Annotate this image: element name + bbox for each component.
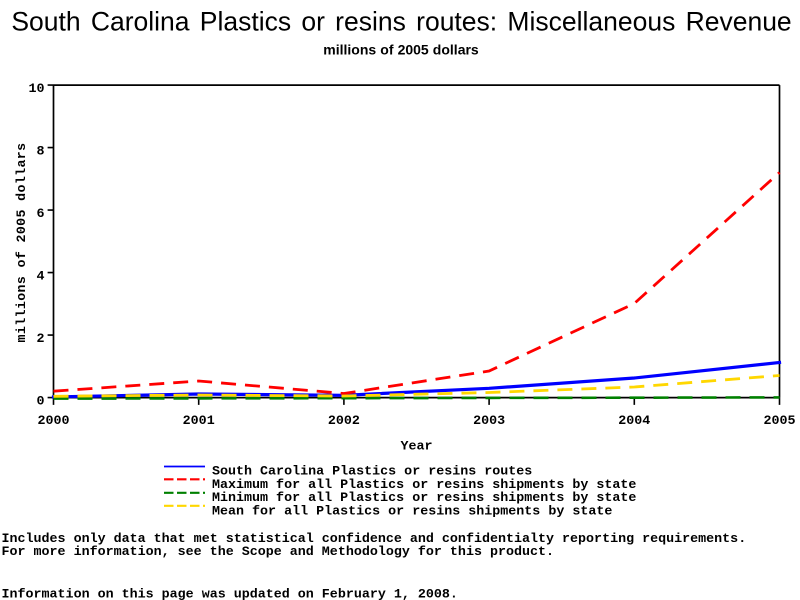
svg-text:2005: 2005 bbox=[763, 414, 795, 429]
svg-text:South Carolina Plastics or res: South Carolina Plastics or resins routes… bbox=[11, 7, 791, 37]
svg-text:Year: Year bbox=[400, 440, 432, 455]
svg-text:Maximum for all Plastics or re: Maximum for all Plastics or resins shipm… bbox=[212, 478, 636, 493]
svg-text:For more information, see the: For more information, see the Scope and … bbox=[2, 545, 555, 560]
svg-text:2002: 2002 bbox=[328, 414, 360, 429]
svg-text:0: 0 bbox=[36, 394, 44, 409]
svg-text:2001: 2001 bbox=[183, 414, 215, 429]
svg-text:2004: 2004 bbox=[618, 414, 650, 429]
svg-text:millions of 2005 dollars: millions of 2005 dollars bbox=[323, 42, 479, 58]
svg-text:10: 10 bbox=[28, 82, 44, 97]
svg-text:millions of 2005 dollars: millions of 2005 dollars bbox=[14, 143, 29, 343]
svg-text:2003: 2003 bbox=[473, 414, 505, 429]
svg-text:4: 4 bbox=[36, 269, 44, 284]
svg-text:Includes only data that met st: Includes only data that met statistical … bbox=[2, 532, 747, 547]
svg-text:6: 6 bbox=[36, 207, 44, 222]
svg-text:Minimum for all Plastics or re: Minimum for all Plastics or resins shipm… bbox=[212, 491, 636, 506]
svg-text:South Carolina Plastics or res: South Carolina Plastics or resins routes bbox=[212, 465, 532, 480]
svg-text:Mean for all Plastics or resin: Mean for all Plastics or resins shipment… bbox=[212, 505, 612, 520]
svg-text:8: 8 bbox=[36, 144, 44, 159]
svg-text:Information on this page was u: Information on this page was updated on … bbox=[2, 588, 458, 600]
svg-text:2000: 2000 bbox=[37, 414, 69, 429]
svg-text:2: 2 bbox=[36, 332, 44, 347]
